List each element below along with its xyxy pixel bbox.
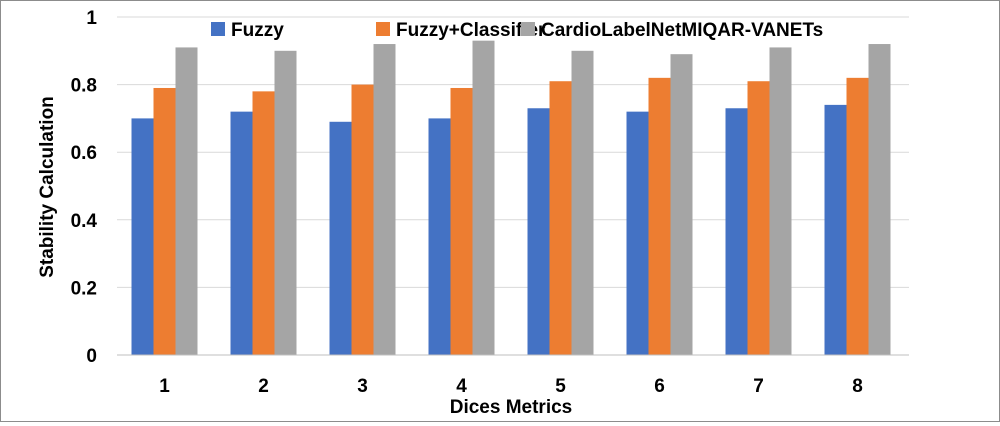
x-tick-label: 6	[654, 376, 665, 397]
bar-fuzzy-5	[527, 108, 550, 355]
bar-fuzzy-4	[428, 118, 451, 356]
bars	[131, 40, 891, 356]
x-tick-label: 2	[258, 376, 269, 397]
y-axis-title: Stability Calculation	[37, 96, 58, 278]
x-tick-label: 3	[357, 376, 368, 397]
bar-fuzzy-classifier-2	[252, 91, 275, 356]
bar-fuzzy-classifier-5	[549, 81, 572, 355]
bar-cardiolabelnetmiqar-vanets-6	[670, 54, 693, 356]
legend-swatch	[521, 22, 535, 36]
bar-fuzzy-classifier-1	[153, 87, 176, 355]
bar-cardiolabelnetmiqar-vanets-1	[175, 47, 198, 356]
bar-fuzzy-classifier-7	[747, 81, 770, 355]
y-tick-labels: 0 0.2 0.4 0.6 0.8 1	[71, 8, 98, 367]
y-tick-label: 1	[86, 8, 97, 29]
legend-label: CardioLabelNetMIQAR-VANETs	[541, 20, 823, 41]
bar-cardiolabelnetmiqar-vanets-2	[274, 50, 297, 356]
x-tick-label: 7	[753, 376, 764, 397]
legend-swatch	[376, 22, 390, 36]
bar-fuzzy-classifier-8	[846, 77, 869, 355]
bar-fuzzy-8	[824, 104, 847, 355]
bar-fuzzy-3	[329, 121, 352, 355]
bar-cardiolabelnetmiqar-vanets-4	[472, 40, 495, 355]
legend: Fuzzy Fuzzy+ClassifierCardioLabelNetMIQAR…	[211, 20, 823, 41]
x-tick-label: 8	[852, 376, 863, 397]
y-tick-label: 0.6	[71, 143, 97, 164]
bar-fuzzy-classifier-4	[450, 87, 473, 355]
x-tick-label: 5	[555, 376, 566, 397]
legend-label: Fuzzy+Classifier	[396, 20, 546, 41]
bar-cardiolabelnetmiqar-vanets-8	[868, 44, 891, 355]
x-tick-labels: 1 2 3 4 5 6 7 8	[159, 376, 863, 397]
legend-label: Fuzzy	[231, 20, 284, 41]
y-tick-label: 0.2	[71, 278, 97, 299]
y-tick-label: 0.8	[71, 76, 97, 97]
bar-fuzzy-classifier-6	[648, 77, 671, 355]
bar-fuzzy-7	[725, 108, 748, 355]
bar-fuzzy-1	[131, 118, 154, 356]
bar-fuzzy-classifier-3	[351, 84, 374, 355]
bar-cardiolabelnetmiqar-vanets-7	[769, 47, 792, 356]
x-tick-label: 1	[159, 376, 170, 397]
bar-cardiolabelnetmiqar-vanets-5	[571, 50, 594, 356]
legend-swatch	[211, 22, 225, 36]
x-tick-label: 4	[456, 376, 467, 397]
x-axis-title: Dices Metrics	[450, 397, 573, 418]
bar-fuzzy-2	[230, 111, 253, 355]
bar-fuzzy-6	[626, 111, 649, 355]
y-tick-label: 0.4	[71, 211, 98, 232]
bar-cardiolabelnetmiqar-vanets-3	[373, 44, 396, 355]
y-tick-label: 0	[86, 346, 97, 367]
